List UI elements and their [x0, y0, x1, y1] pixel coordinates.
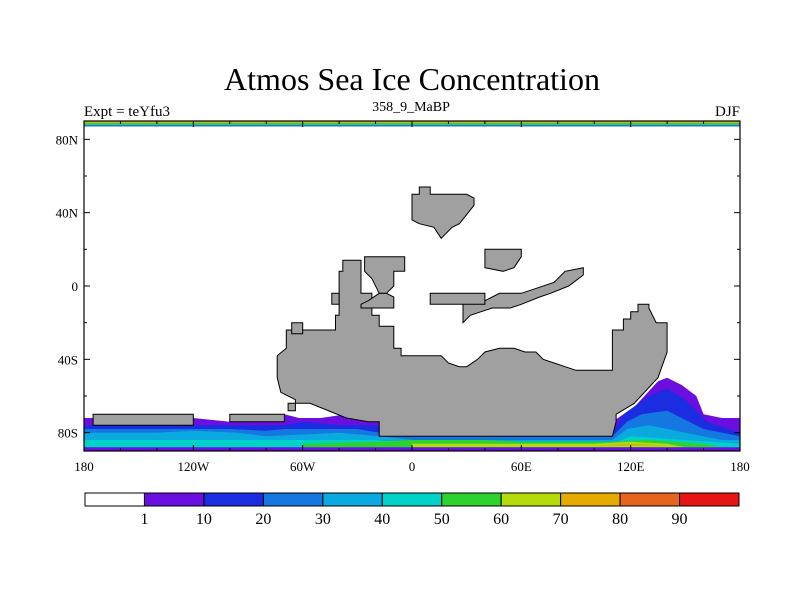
x-tick-label-4: 60E	[511, 459, 532, 474]
subtitle-experiment: Expt = teYfu3	[84, 104, 170, 120]
sea-ice-band-6	[412, 441, 686, 448]
land-mass-2	[462, 267, 584, 324]
colorbar-label-6: 60	[493, 511, 509, 528]
y-tick-label-2: 0	[72, 279, 79, 294]
x-axis: 180 120W 60W 0 60E 120E 180	[74, 121, 750, 474]
land-mass-4	[484, 248, 522, 272]
land-mass-6	[291, 322, 304, 335]
x-tick-label-0: 180	[74, 459, 94, 474]
y-tick-label-3: 40S	[58, 352, 78, 367]
colorbar-swatch-3	[262, 492, 324, 507]
colorbar-swatch-0	[84, 492, 145, 507]
land-mass-0	[276, 259, 668, 437]
colorbar-label-2: 20	[255, 511, 271, 528]
colorbar-label-7: 70	[553, 511, 569, 528]
colorbar-label-8: 80	[612, 511, 628, 528]
colorbar-swatch-5	[381, 492, 443, 507]
chart-title: Atmos Sea Ice Concentration	[224, 61, 600, 97]
colorbar-swatch-9	[619, 492, 681, 507]
colorbar-swatch-1	[143, 492, 205, 507]
y-axis: 80N 40N 0 40S 80S	[56, 132, 740, 441]
colorbar-swatch-6	[441, 492, 502, 507]
land-mass-7	[331, 292, 340, 305]
colorbar-label-1: 10	[196, 511, 212, 528]
y-tick-label-4: 80S	[58, 426, 78, 441]
map-plot-area	[84, 121, 740, 451]
x-tick-label-5: 120E	[617, 459, 645, 474]
land-mass-10	[429, 292, 486, 305]
y-tick-label-0: 80N	[56, 132, 79, 147]
colorbar-label-3: 30	[315, 511, 331, 528]
land-mass-8	[229, 413, 285, 423]
land-mass-5	[364, 256, 406, 294]
colorbar-label-9: 90	[672, 511, 688, 528]
colorbar-swatch-4	[322, 492, 383, 507]
colorbar: 1 10 20 30 40 50 60 70 80 90	[84, 492, 740, 528]
x-tick-label-6: 180	[730, 459, 750, 474]
land-mass-9	[92, 413, 194, 426]
x-tick-label-2: 60W	[290, 459, 316, 474]
sea-ice-band-7	[448, 444, 668, 446]
land-layer	[92, 186, 668, 437]
y-tick-label-1: 40N	[56, 206, 79, 221]
colorbar-label-5: 50	[434, 511, 450, 528]
colorbar-label-0: 1	[140, 511, 148, 528]
colorbar-swatch-2	[203, 492, 264, 507]
x-tick-label-3: 0	[409, 459, 416, 474]
land-mass-3	[411, 186, 475, 240]
x-tick-label-1: 120W	[177, 459, 210, 474]
subtitle-period: 358_9_MaBP	[372, 100, 450, 115]
colorbar-swatch-10	[679, 492, 740, 507]
colorbar-swatch-8	[560, 492, 621, 507]
subtitle-season: DJF	[715, 104, 740, 120]
colorbar-swatch-7	[500, 492, 562, 507]
colorbar-label-4: 40	[374, 511, 390, 528]
